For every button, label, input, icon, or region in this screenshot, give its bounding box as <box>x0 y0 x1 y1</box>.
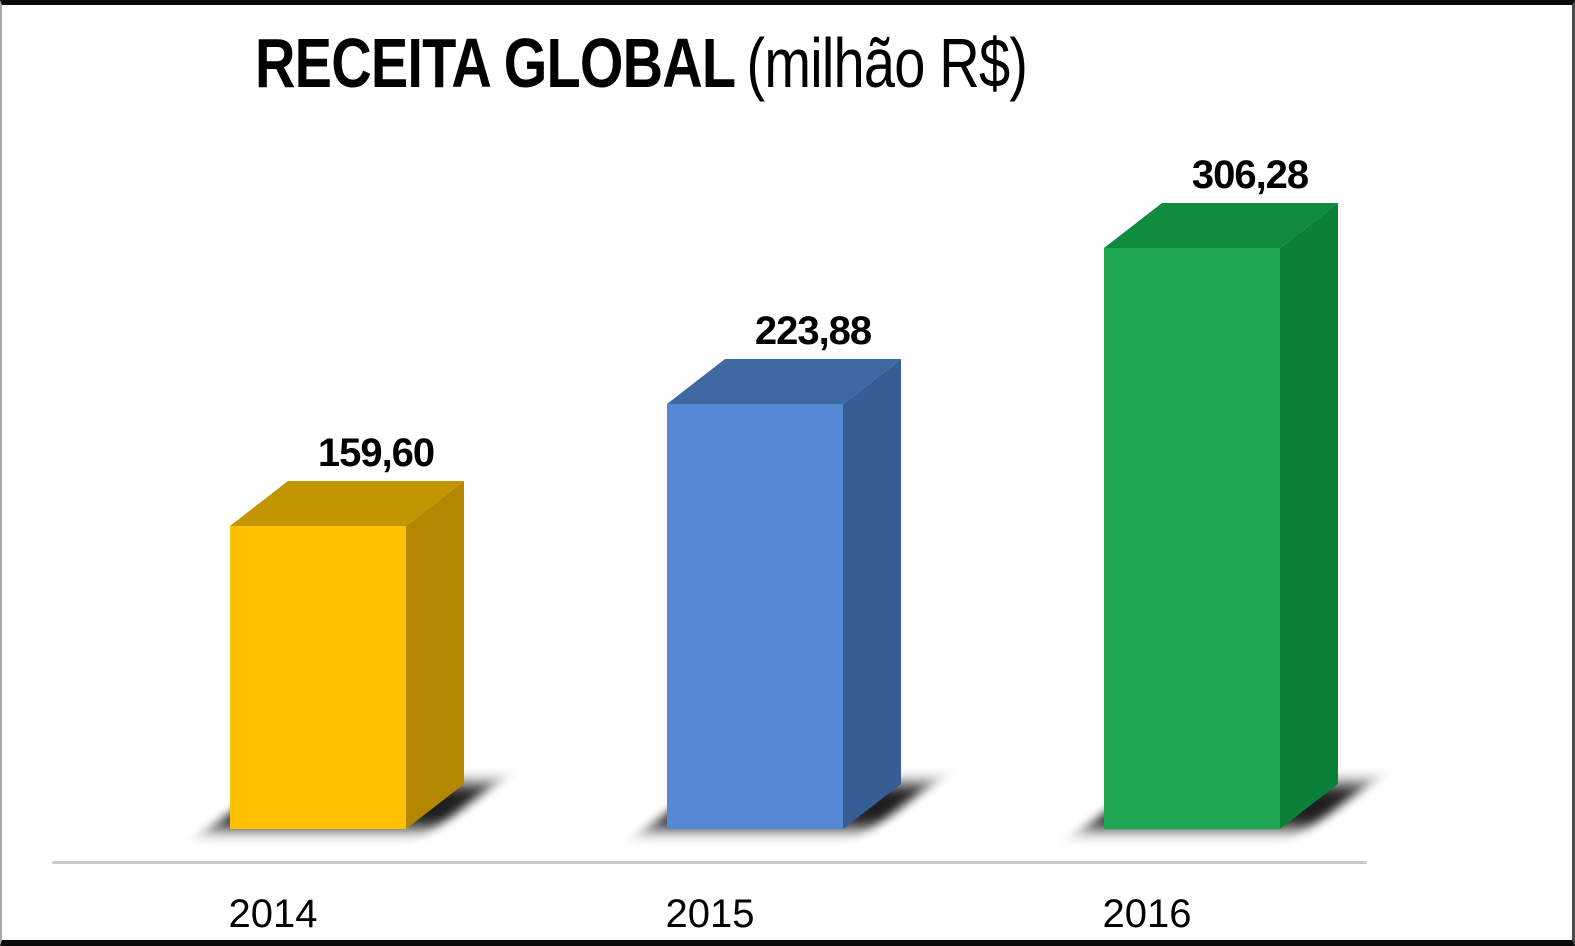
chart-title: RECEITA GLOBAL (milhão R$) <box>255 24 1028 102</box>
bar-side-face-gold <box>406 481 464 829</box>
bar-front-face-gold <box>230 526 406 829</box>
bar-front-face-green <box>1104 248 1280 829</box>
bar-side-face-blue <box>843 359 901 829</box>
bar-front-face-blue <box>667 404 843 829</box>
chart-title-unit: (milhão R$) <box>746 24 1028 102</box>
value-label: 223,88 <box>754 309 872 353</box>
bar-side-face-green <box>1280 203 1338 829</box>
category-label-2015: 2015 <box>665 892 755 936</box>
value-label: 159,60 <box>317 431 435 475</box>
chart-title-main: RECEITA GLOBAL <box>255 24 736 102</box>
category-label-2016: 2016 <box>1102 892 1192 936</box>
value-label: 306,28 <box>1191 153 1309 197</box>
category-label-2014: 2014 <box>228 892 318 936</box>
x-axis-line <box>52 861 1367 864</box>
